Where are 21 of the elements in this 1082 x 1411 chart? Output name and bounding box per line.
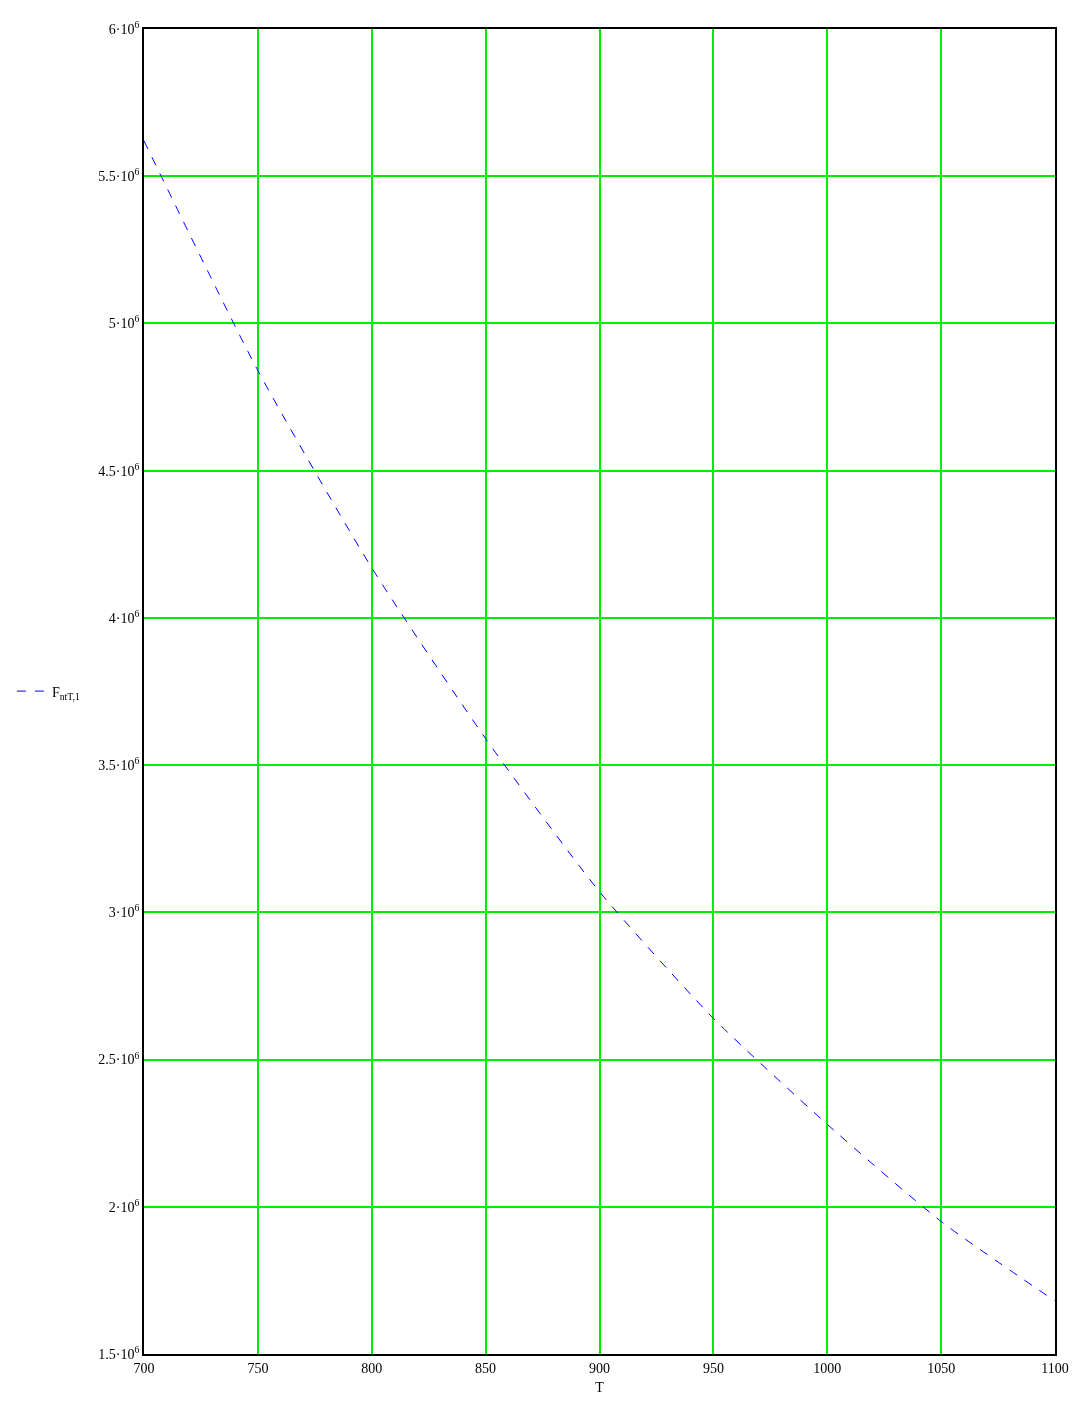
x-tick-label: 1000 xyxy=(813,1360,842,1376)
y-tick-label: 1.5·10$^{6}$ xyxy=(98,1344,140,1362)
y-tick-label: 3·10$^{6}$ xyxy=(108,902,140,921)
y-tick-label: 3.5·10$^{6}$ xyxy=(98,755,140,774)
x-tick-label: 850 xyxy=(475,1360,497,1376)
y-tick-label: 5·10$^{6}$ xyxy=(108,313,140,332)
line-series xyxy=(144,140,1055,1302)
x-tick-label: 800 xyxy=(361,1360,383,1376)
y-tick-label: 4·10$^{6}$ xyxy=(108,607,140,626)
y-tick-label: 2·10$^{6}$ xyxy=(108,1196,140,1215)
x-axis-title: T xyxy=(595,1380,605,1396)
x-tick-label: 900 xyxy=(589,1360,610,1376)
y-tick-label: 5.5·10$^{6}$ xyxy=(98,166,140,185)
x-tick-label: 1100 xyxy=(1041,1360,1069,1376)
y-tick-label: 2.5·10$^{6}$ xyxy=(98,1049,140,1068)
x-tick-label: 700 xyxy=(133,1360,155,1376)
x-tick-label: 950 xyxy=(702,1360,724,1376)
x-tick-label: 750 xyxy=(247,1360,269,1376)
x-tick-label: 1050 xyxy=(927,1360,956,1376)
y-tick-label: 4.5·10$^{6}$ xyxy=(98,460,140,479)
y-tick-label: 6·10$^{6}$ xyxy=(108,19,140,37)
